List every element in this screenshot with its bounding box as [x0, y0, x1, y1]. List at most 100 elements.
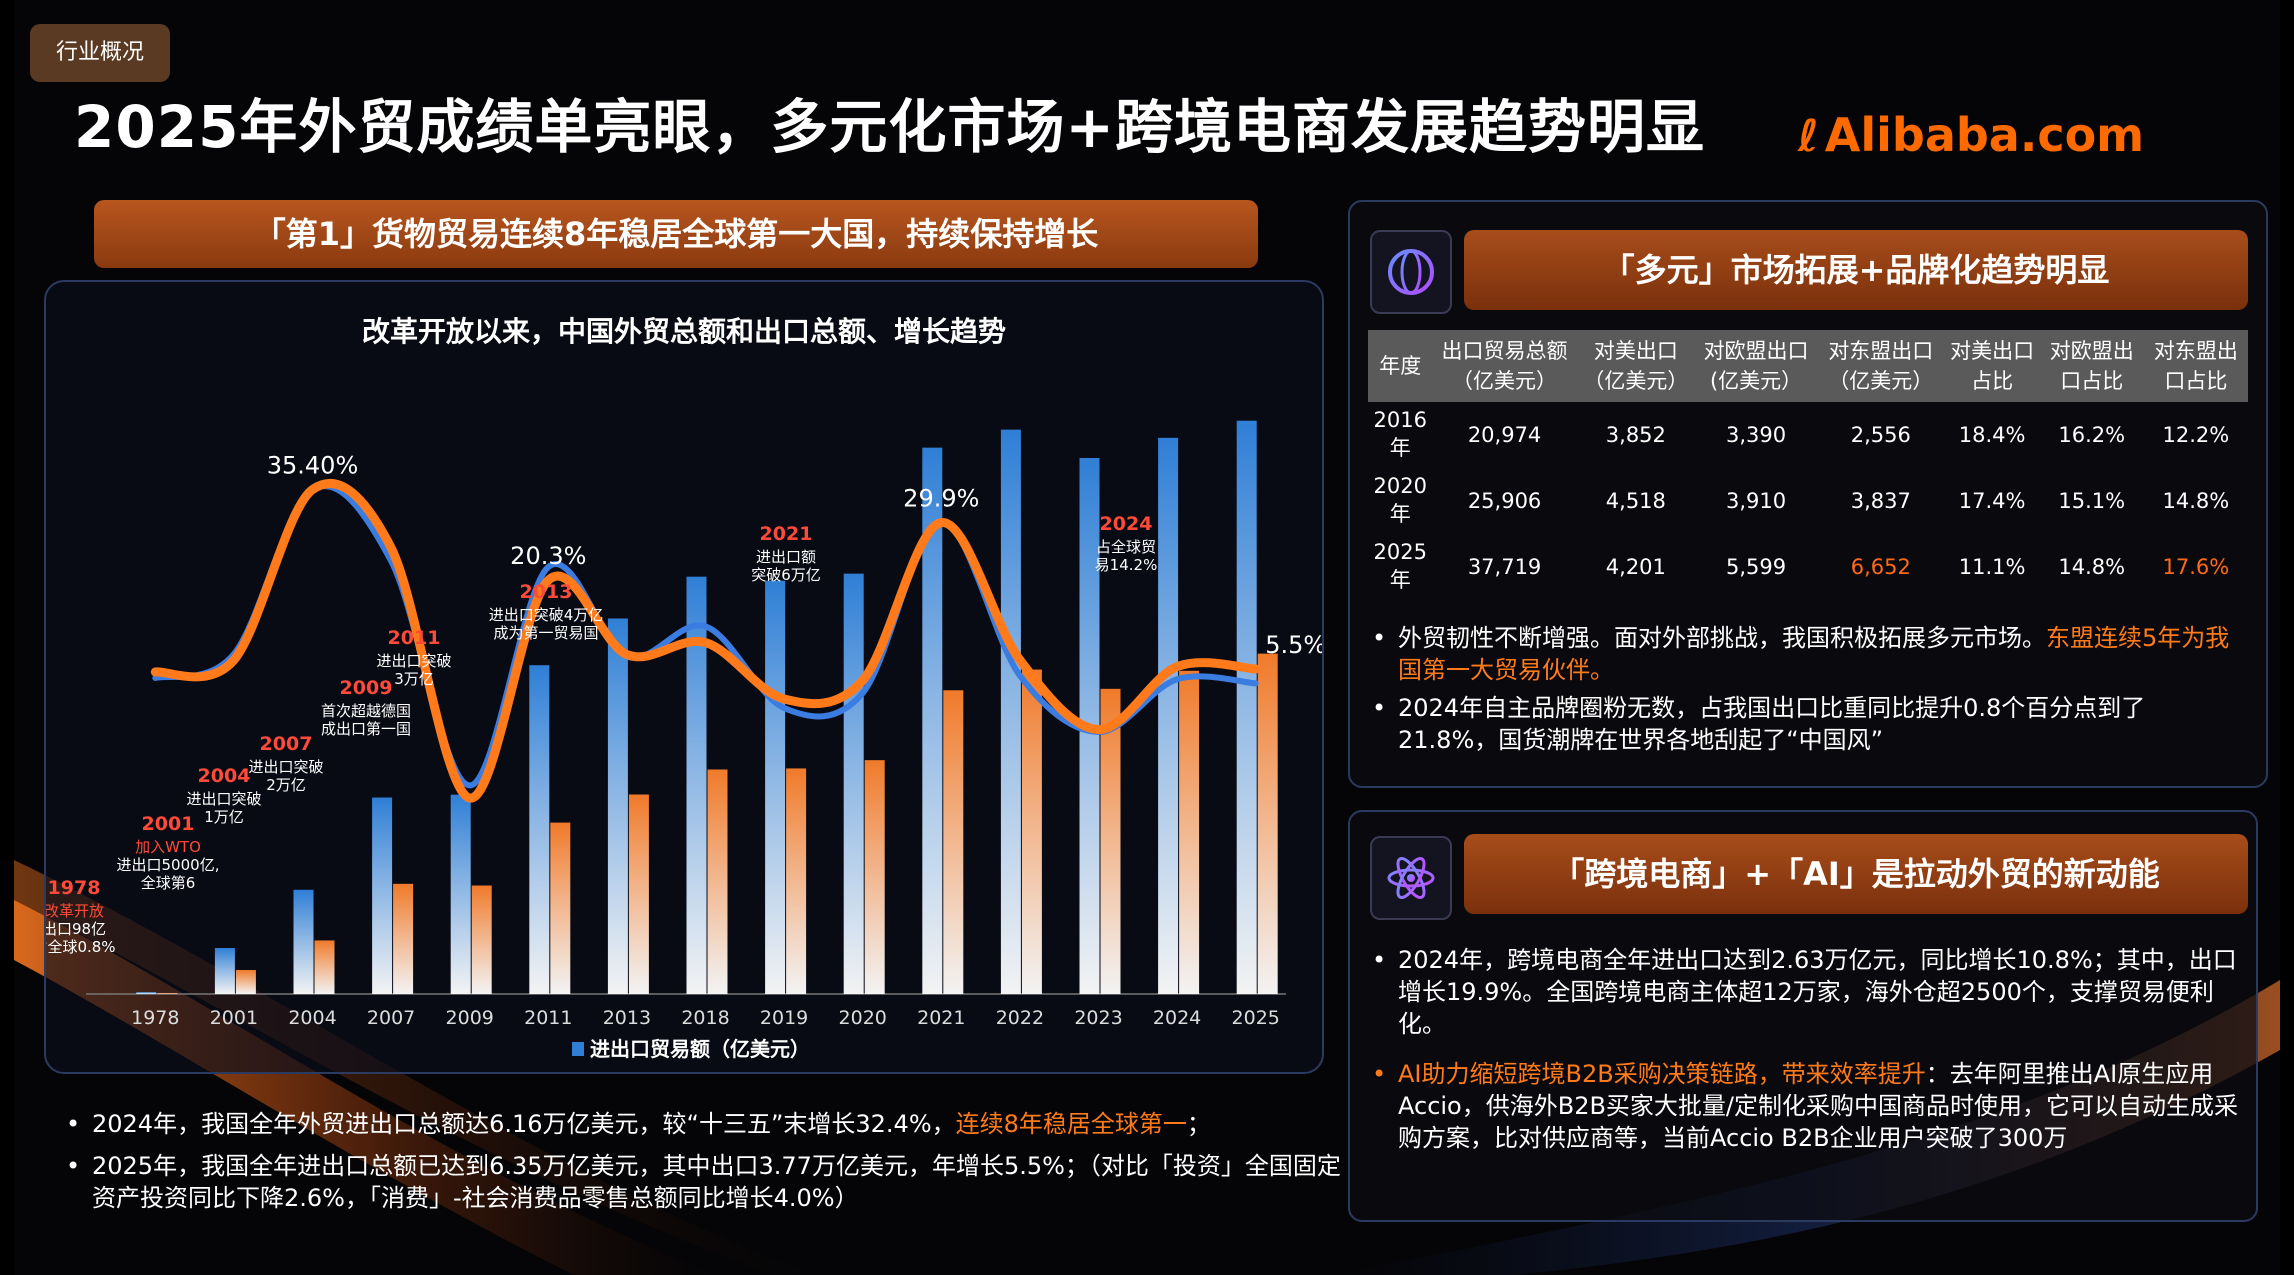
- legend-swatch: [572, 1042, 584, 1056]
- left-banner: 「第1」货物贸易连续8年稳居全球第一大国，持续保持增长: [94, 200, 1258, 268]
- bullet-highlight: 东盟连续5年为我国第一大贸易伙伴。: [1398, 624, 2230, 684]
- bar-export-2025: [1257, 653, 1278, 994]
- alibaba-logo: ℓ Alibaba.com: [1798, 108, 2144, 162]
- table-header-cell: 对东盟出口占比: [2143, 330, 2248, 402]
- x-tick-label: 2007: [367, 1007, 415, 1029]
- x-tick-label: 2020: [839, 1007, 887, 1029]
- bar-export-2024: [1179, 670, 1200, 994]
- bar-total-2011: [529, 665, 550, 994]
- globe-icon: [1370, 230, 1452, 314]
- table-header-cell: 对美出口（亿美元）: [1576, 330, 1696, 402]
- milestone-note: 占全球贸: [1096, 538, 1156, 556]
- table-row: 2016年 20,974 3,852 3,390 2,556 18.4% 16.2% 12.2…: [1368, 402, 2248, 468]
- table-cell: 17.6%: [2162, 555, 2230, 579]
- table-cell: 3,852: [1605, 423, 1666, 447]
- milestone-note: 加入WTO: [135, 838, 201, 856]
- x-tick-label: 2023: [1074, 1007, 1122, 1029]
- bullet-item: 2024年自主品牌圈粉无数，占我国出口比重同比提升0.8个百分点到了21.8%，…: [1364, 692, 2244, 756]
- bullet-highlight: 连续8年稳居全球第一: [955, 1110, 1187, 1138]
- bullet-text: 外贸韧性不断增强。面对外部挑战，我国积极拓展多元市场。: [1398, 624, 2046, 652]
- milestone-note: 首次超越德国: [321, 702, 411, 720]
- bar-export-2019: [786, 768, 807, 994]
- milestone-note: 出口98亿: [46, 920, 106, 938]
- bar-total-2020: [843, 573, 864, 994]
- growth-value-label: 5.5%: [1265, 631, 1322, 659]
- x-tick-label: 2009: [446, 1007, 494, 1029]
- table-cell: 14.8%: [2058, 555, 2126, 579]
- bar-export-2001: [235, 969, 256, 994]
- milestone-note: 突破6万亿: [751, 566, 821, 584]
- milestone-note: 改革开放: [46, 902, 104, 920]
- alibaba-logo-icon: ℓ: [1798, 111, 1819, 162]
- bullet-text: 2024年，跨境电商全年进出口达到2.63万亿元，同比增长10.8%；其中，出口…: [1398, 946, 2237, 1038]
- x-tick-label: 2024: [1153, 1007, 1201, 1029]
- table-row: 2025年 37,719 4,201 5,599 6,652 11.1% 14.8% 17.6…: [1368, 534, 2248, 600]
- milestone-note: 进出口突破: [248, 758, 323, 776]
- table-row: 2020年 25,906 4,518 3,910 3,837 17.4% 15.1% 14.8…: [1368, 468, 2248, 534]
- market-banner: 「多元」市场拓展+品牌化趋势明显: [1464, 230, 2248, 310]
- x-tick-label: 2004: [288, 1007, 336, 1029]
- milestone-note: 进出口突破4万亿: [489, 606, 604, 624]
- table-cell: 6,652: [1850, 555, 1911, 579]
- bar-export-2023: [1100, 688, 1121, 994]
- bar-export-2004: [314, 940, 335, 994]
- x-tick-label: 2022: [996, 1007, 1044, 1029]
- table-cell: 3,837: [1850, 489, 1911, 513]
- page-title: 2025年外贸成绩单亮眼，多元化市场+跨境电商发展趋势明显: [74, 93, 1706, 161]
- bullet-text-end: ；: [1186, 1110, 1211, 1138]
- legend-label: 进出口贸易额（亿美元）: [590, 1037, 810, 1061]
- table-cell: 5,599: [1726, 555, 1787, 579]
- bar-total-2007: [372, 797, 393, 994]
- bullet-text: 2024年自主品牌圈粉无数，占我国出口比重同比提升0.8个百分点到了21.8%，…: [1398, 694, 2146, 754]
- milestone-note: 2万亿: [266, 776, 306, 794]
- bullet-highlight: AI助力缩短跨境B2B采购决策链路，带来效率提升: [1398, 1060, 1926, 1088]
- bar-total-2018: [686, 576, 707, 994]
- milestone-note: 进出口额: [756, 548, 816, 566]
- table-header-cell: 对欧盟出口(亿美元）: [1695, 330, 1818, 402]
- growth-value-label: 20.3%: [510, 542, 586, 570]
- table-cell: 4,518: [1605, 489, 1666, 513]
- bar-total-1978: [136, 992, 157, 994]
- table-cell: 4,201: [1605, 555, 1666, 579]
- bar-total-2025: [1236, 420, 1257, 994]
- bar-total-2022: [1000, 429, 1021, 994]
- table-cell: 3,390: [1726, 423, 1787, 447]
- chart-title: 改革开放以来，中国外贸总额和出口总额、增长趋势: [361, 315, 1006, 348]
- milestone-year: 2021: [760, 523, 813, 545]
- table-header-cell: 对美出口占比: [1944, 330, 2040, 402]
- bar-export-2009: [471, 885, 492, 994]
- bar-export-2013: [628, 794, 649, 994]
- bullet-item: 外贸韧性不断增强。面对外部挑战，我国积极拓展多元市场。东盟连续5年为我国第一大贸…: [1364, 622, 2244, 686]
- milestone-note: 1万亿: [204, 808, 244, 826]
- milestone-year: 2007: [260, 733, 313, 755]
- growth-value-label: 35.40%: [267, 452, 359, 480]
- x-tick-label: 1978: [131, 1007, 179, 1029]
- bar-total-2009: [450, 794, 471, 994]
- milestone-note: 占全球0.8%: [46, 938, 116, 956]
- bar-export-1978: [157, 993, 178, 994]
- milestone-year: 1978: [48, 877, 101, 899]
- atom-icon: [1370, 836, 1452, 920]
- bar-total-2004: [293, 889, 314, 994]
- market-table: 年度 出口贸易总额（亿美元） 对美出口（亿美元） 对欧盟出口(亿美元） 对东盟出口（亿美…: [1368, 330, 2248, 600]
- bar-total-2024: [1158, 437, 1179, 995]
- bar-export-2007: [393, 883, 414, 994]
- x-tick-label: 2019: [760, 1007, 808, 1029]
- market-bullets: 外贸韧性不断增强。面对外部挑战，我国积极拓展多元市场。东盟连续5年为我国第一大贸…: [1364, 622, 2244, 762]
- x-tick-label: 2018: [681, 1007, 729, 1029]
- milestone-note: 全球第6: [141, 874, 196, 892]
- section-tag: 行业概况: [30, 24, 170, 82]
- milestone-note: 进出口5000亿,: [117, 856, 220, 874]
- bullet-item: 2024年，我国全年外贸进出口总额达6.16万亿美元，较“十三五”末增长32.4…: [58, 1108, 1348, 1140]
- bullet-text: ：去年阿里推出AI原生应用Accio，供海外B2B买家大批量/定制化采购中国商品…: [1398, 1060, 2239, 1152]
- table-cell: 2025年: [1373, 540, 1427, 592]
- table-cell: 18.4%: [1958, 423, 2026, 447]
- x-tick-label: 2001: [210, 1007, 258, 1029]
- table-cell: 2020年: [1373, 474, 1427, 526]
- bar-total-2021: [922, 447, 943, 994]
